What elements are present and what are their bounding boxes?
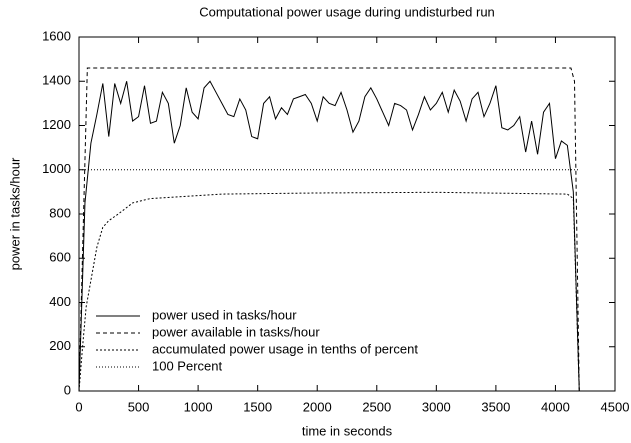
series-line — [78, 67, 580, 392]
y-tick-label: 400 — [49, 294, 71, 309]
y-tick-label: 1000 — [42, 161, 71, 176]
x-tick-label: 2000 — [303, 399, 332, 414]
y-tick-label: 600 — [49, 250, 71, 265]
x-tick-label: 3500 — [481, 399, 510, 414]
y-tick-label: 200 — [49, 338, 71, 353]
x-tick-label: 0 — [75, 399, 82, 414]
x-tick-label: 1500 — [243, 399, 272, 414]
x-tick-label: 3000 — [422, 399, 451, 414]
series-line — [78, 80, 580, 392]
y-axis-label: power in tasks/hour — [7, 157, 22, 270]
y-tick-label: 800 — [49, 205, 71, 220]
legend-label: power used in tasks/hour — [152, 307, 297, 322]
y-tick-label: 1400 — [42, 73, 71, 88]
x-tick-label: 4000 — [541, 399, 570, 414]
legend-label: 100 Percent — [152, 358, 222, 373]
x-axis-label: time in seconds — [302, 423, 393, 438]
legend-label: power available in tasks/hour — [152, 324, 320, 339]
chart-title: Computational power usage during undistu… — [199, 4, 495, 19]
y-tick-label: 1600 — [42, 28, 71, 43]
y-tick-label: 0 — [64, 382, 71, 397]
legend-label: accumulated power usage in tenths of per… — [152, 341, 418, 356]
x-tick-label: 500 — [128, 399, 150, 414]
x-tick-label: 4500 — [601, 399, 630, 414]
series-line — [78, 191, 580, 392]
x-tick-label: 2500 — [362, 399, 391, 414]
x-tick-label: 1000 — [184, 399, 213, 414]
y-tick-label: 1200 — [42, 117, 71, 132]
